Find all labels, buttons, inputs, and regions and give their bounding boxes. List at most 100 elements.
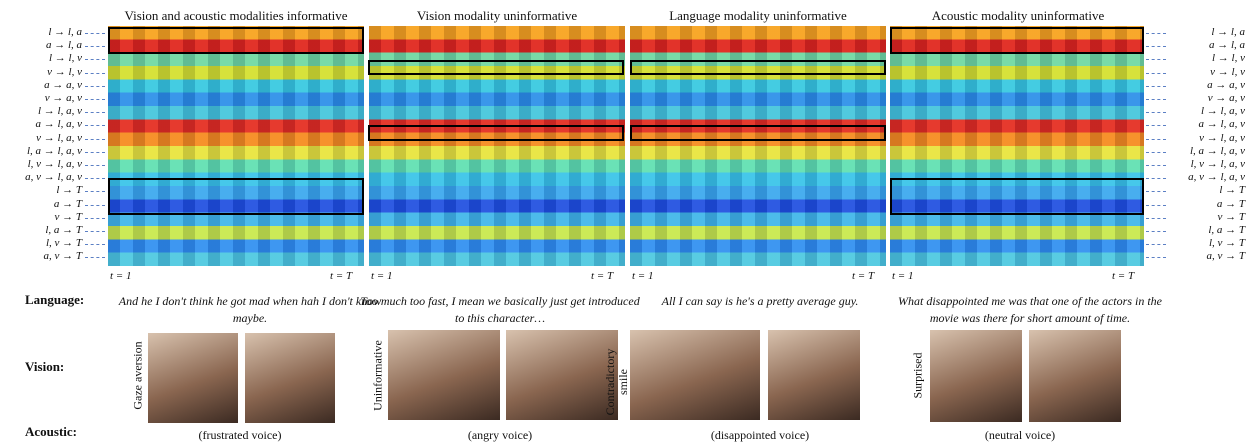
row-label: a, v → l, a, v [2, 171, 82, 183]
row-dash [85, 73, 105, 74]
time-end: t = T [1112, 270, 1134, 282]
row-header: Language: [25, 292, 84, 308]
photo [630, 330, 760, 420]
row-label: l, a → l, a, v [1165, 145, 1245, 157]
row-dash [1146, 231, 1166, 232]
row-dash [85, 86, 105, 87]
row-label: v → l, a, v [2, 132, 82, 144]
row-label: l, v → T [1165, 237, 1245, 249]
row-label: v → T [1165, 211, 1245, 223]
highlight-box [108, 178, 364, 215]
row-dash [1146, 244, 1166, 245]
acoustic-label: (frustrated voice) [140, 428, 340, 443]
photo [1029, 330, 1121, 422]
photo [768, 330, 860, 420]
row-dash [1146, 73, 1166, 74]
highlight-box [108, 27, 364, 54]
row-dash [85, 165, 105, 166]
highlight-box [890, 27, 1144, 54]
row-dash [85, 33, 105, 34]
panel-title: Language modality uninformative [620, 8, 896, 24]
row-label: a → l, a [1165, 39, 1245, 51]
row-dash [1146, 178, 1166, 179]
language-quote: All I can say is he's a pretty average g… [620, 293, 900, 310]
row-label: a → a, v [2, 79, 82, 91]
row-label: a → T [2, 198, 82, 210]
acoustic-label: (neutral voice) [920, 428, 1120, 443]
highlight-box [630, 60, 886, 75]
row-header: Vision: [25, 359, 64, 375]
time-start: t = 1 [892, 270, 913, 282]
photo [930, 330, 1022, 422]
panel-title: Vision modality uninformative [359, 8, 635, 24]
row-label: l → l, a, v [2, 105, 82, 117]
row-dash [85, 244, 105, 245]
language-quote: And he I don't think he got mad when hah… [110, 293, 390, 327]
acoustic-label: (angry voice) [400, 428, 600, 443]
highlight-box [368, 125, 624, 141]
time-start: t = 1 [632, 270, 653, 282]
row-dash [1146, 257, 1166, 258]
photo [506, 330, 618, 420]
row-dash [1146, 46, 1166, 47]
row-dash [85, 152, 105, 153]
row-label: v → l, a, v [1165, 132, 1245, 144]
row-dash [1146, 112, 1166, 113]
row-dash [85, 59, 105, 60]
row-dash [1146, 33, 1166, 34]
time-start: t = 1 [110, 270, 131, 282]
row-dash [85, 46, 105, 47]
row-dash [1146, 191, 1166, 192]
panel-title: Vision and acoustic modalities informati… [98, 8, 374, 24]
row-header: Acoustic: [25, 424, 77, 440]
row-label: l → l, a [2, 26, 82, 38]
row-label: l, a → l, a, v [2, 145, 82, 157]
row-label: a → l, a, v [1165, 118, 1245, 130]
time-start: t = 1 [371, 270, 392, 282]
row-dash [1146, 86, 1166, 87]
vision-tag: Contradictory smile [604, 337, 630, 427]
row-label: v → l, v [2, 66, 82, 78]
vision-tag: Gaze aversion [132, 331, 145, 421]
language-quote: What disappointed me was that one of the… [890, 293, 1170, 327]
photo [245, 333, 335, 423]
row-label: a → T [1165, 198, 1245, 210]
row-label: v → a, v [1165, 92, 1245, 104]
row-dash [85, 231, 105, 232]
row-dash [85, 191, 105, 192]
row-label: l → l, v [2, 52, 82, 64]
row-dash [85, 218, 105, 219]
row-dash [1146, 139, 1166, 140]
row-dash [85, 139, 105, 140]
highlight-box [368, 60, 624, 75]
row-dash [85, 205, 105, 206]
row-label: v → a, v [2, 92, 82, 104]
highlight-box [630, 125, 886, 141]
acoustic-label: (disappointed voice) [660, 428, 860, 443]
row-dash [1146, 152, 1166, 153]
row-label: l, a → T [2, 224, 82, 236]
row-dash [1146, 218, 1166, 219]
row-label: l, v → l, a, v [1165, 158, 1245, 170]
row-label: l → T [1165, 184, 1245, 196]
time-end: t = T [591, 270, 613, 282]
figure: {"panels": [ {"title": "Vision and acous… [0, 0, 1249, 442]
highlight-box [890, 178, 1144, 215]
row-label: l, a → T [1165, 224, 1245, 236]
language-quote: Too much too fast, I mean we basically j… [360, 293, 640, 327]
row-dash [85, 178, 105, 179]
vision-tag: Uninformative [372, 331, 385, 421]
row-dash [1146, 165, 1166, 166]
row-dash [85, 99, 105, 100]
row-label: l, v → T [2, 237, 82, 249]
row-label: v → T [2, 211, 82, 223]
row-dash [85, 112, 105, 113]
heatmap [890, 26, 1144, 266]
row-dash [1146, 205, 1166, 206]
row-dash [1146, 125, 1166, 126]
row-label: l, v → l, a, v [2, 158, 82, 170]
row-dash [1146, 99, 1166, 100]
row-dash [85, 125, 105, 126]
panel-title: Acoustic modality uninformative [880, 8, 1156, 24]
row-label: a → l, a [2, 39, 82, 51]
